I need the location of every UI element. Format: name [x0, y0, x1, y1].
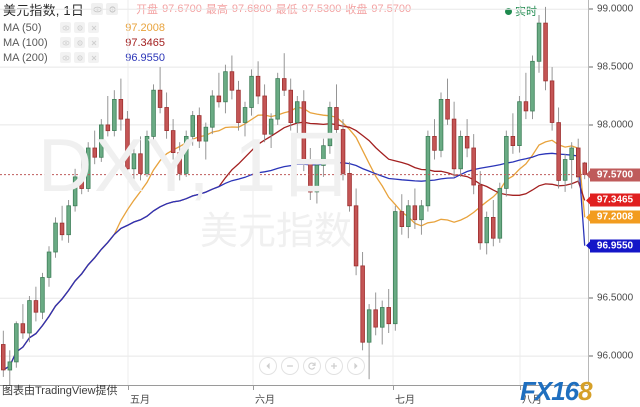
open-label: 开盘	[136, 4, 159, 16]
price-axis-tick	[589, 124, 593, 126]
gear-icon[interactable]	[74, 22, 85, 33]
price-axis-label: 98.0000	[597, 119, 634, 131]
ma-name: MA (100)	[3, 36, 48, 49]
time-axis-tick	[393, 386, 394, 390]
time-axis-label: 八月	[522, 395, 542, 406]
reset-chart-button[interactable]	[303, 357, 321, 375]
price-axis-label: 96.5000	[597, 292, 634, 304]
watermark-name: 美元指数	[200, 211, 353, 253]
price-badge-ma200: 96.9550	[586, 239, 640, 253]
low-label: 最低	[275, 4, 298, 16]
zoom-out-button[interactable]	[281, 357, 299, 375]
price-axis-tick	[589, 8, 593, 10]
scroll-left-button[interactable]	[259, 357, 277, 375]
ma-toggles	[60, 22, 99, 33]
eye-icon[interactable]	[60, 22, 71, 33]
time-axis-label: 七月	[395, 395, 415, 406]
price-axis-label: 98.5000	[597, 61, 634, 73]
time-axis-tick	[253, 386, 254, 390]
gear-icon[interactable]	[74, 37, 85, 48]
ma-value: 96.9550	[125, 51, 165, 64]
ma-value: 97.3465	[125, 36, 165, 49]
watermark-symbol: DXY, 1日	[38, 123, 355, 207]
gear-icon[interactable]	[74, 52, 85, 63]
close-icon[interactable]	[88, 22, 99, 33]
ma-name: MA (200)	[3, 51, 48, 64]
fx168-logo-gold: 8	[578, 376, 593, 406]
ma-legend-row[interactable]: MA (50) 97.2008	[3, 20, 165, 35]
ma-value: 97.2008	[125, 21, 165, 34]
realtime-dot-icon	[505, 7, 512, 15]
time-axis[interactable]: 五月 六月 七月 八月	[0, 385, 588, 407]
price-badge-ma50: 97.2008	[586, 210, 640, 224]
ma-toggles	[60, 37, 99, 48]
tradingview-credit: 图表由TradingView提供	[2, 385, 118, 397]
close-label: 收盘	[345, 4, 368, 16]
fx168-logo: FX168	[520, 376, 593, 406]
ma-legend-row[interactable]: MA (100) 97.3465	[3, 35, 165, 50]
close-icon[interactable]	[88, 52, 99, 63]
badge-arrow-icon	[586, 213, 590, 222]
time-axis-tick	[128, 386, 129, 390]
fx168-logo-blue: FX16	[520, 376, 579, 406]
ma-name: MA (50)	[3, 21, 42, 34]
badge-arrow-icon	[586, 196, 590, 205]
price-badge-last-price: 97.5700	[586, 168, 640, 182]
price-axis-tick	[589, 355, 593, 357]
badge-arrow-icon	[586, 241, 590, 250]
scroll-right-button[interactable]	[347, 357, 365, 375]
price-badge-ma100: 97.3465	[586, 193, 640, 207]
close-icon[interactable]	[88, 37, 99, 48]
chart-nav-toolbar	[259, 357, 365, 375]
symbol-title: 美元指数, 1日	[3, 2, 85, 18]
price-axis[interactable]: 99.0000 98.5000 98.0000 96.5000 96.0000 97.5…	[586, 0, 640, 385]
eye-icon[interactable]	[60, 37, 71, 48]
candlestick-svg	[0, 0, 588, 385]
price-axis-tick	[589, 66, 593, 68]
time-axis-tick	[520, 386, 521, 390]
price-axis-tick	[589, 297, 593, 299]
time-axis-label: 六月	[255, 395, 275, 406]
zoom-in-button[interactable]	[325, 357, 343, 375]
badge-arrow-icon	[586, 170, 590, 179]
eye-icon[interactable]	[60, 52, 71, 63]
price-axis-label: 99.0000	[597, 3, 634, 15]
chart-plot-area[interactable]: DXY, 1日 美元指数	[0, 0, 588, 385]
ma-toggles	[60, 52, 99, 63]
price-axis-label: 96.0000	[597, 350, 634, 362]
ma-legend: MA (50) 97.2008 MA (100) 97.3465 MA (200…	[3, 20, 165, 65]
ma-legend-row[interactable]: MA (200) 96.9550	[3, 50, 165, 65]
time-axis-label: 五月	[130, 395, 150, 406]
high-label: 最高	[205, 4, 228, 16]
